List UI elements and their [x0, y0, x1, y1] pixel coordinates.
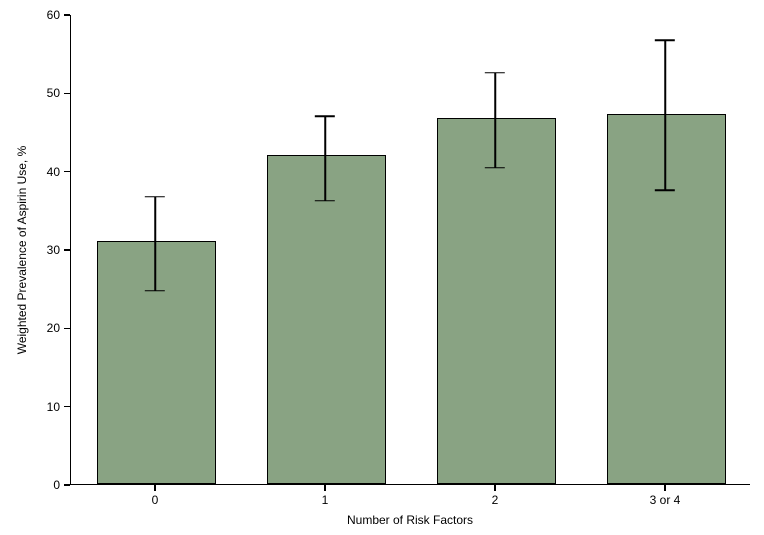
- error-bar: [324, 116, 326, 201]
- plot-area: [70, 15, 750, 485]
- bar: [267, 155, 386, 484]
- y-tick: [64, 93, 70, 95]
- x-tick: [154, 485, 156, 491]
- error-cap: [315, 200, 335, 202]
- y-tick-label: 20: [40, 321, 60, 335]
- error-cap: [485, 72, 505, 74]
- y-tick-label: 50: [40, 86, 60, 100]
- bar: [97, 241, 216, 484]
- error-bar: [154, 197, 156, 291]
- x-tick-label: 3 or 4: [650, 493, 681, 507]
- y-tick-label: 0: [40, 478, 60, 492]
- y-tick: [64, 328, 70, 330]
- error-cap: [315, 115, 335, 117]
- error-cap: [655, 39, 675, 41]
- y-tick: [64, 484, 70, 486]
- error-cap: [485, 167, 505, 169]
- y-tick: [64, 14, 70, 16]
- x-tick: [664, 485, 666, 491]
- y-tick-label: 30: [40, 243, 60, 257]
- x-tick-label: 1: [322, 493, 329, 507]
- x-tick-label: 2: [492, 493, 499, 507]
- y-tick-label: 40: [40, 165, 60, 179]
- error-cap: [145, 290, 165, 292]
- y-tick-label: 10: [40, 400, 60, 414]
- x-tick: [494, 485, 496, 491]
- x-axis-title: Number of Risk Factors: [347, 513, 473, 527]
- bar: [437, 118, 556, 484]
- error-bar: [664, 40, 666, 190]
- x-tick: [324, 485, 326, 491]
- error-cap: [145, 196, 165, 198]
- error-bar: [494, 73, 496, 168]
- y-tick: [64, 406, 70, 408]
- y-tick: [64, 249, 70, 251]
- x-tick-label: 0: [152, 493, 159, 507]
- bar: [607, 114, 726, 484]
- aspirin-prevalence-chart: Weighted Prevalence of Aspirin Use, % Nu…: [0, 0, 764, 535]
- y-axis-title: Weighted Prevalence of Aspirin Use, %: [15, 146, 29, 355]
- error-cap: [655, 190, 675, 192]
- y-tick-label: 60: [40, 8, 60, 22]
- y-tick: [64, 171, 70, 173]
